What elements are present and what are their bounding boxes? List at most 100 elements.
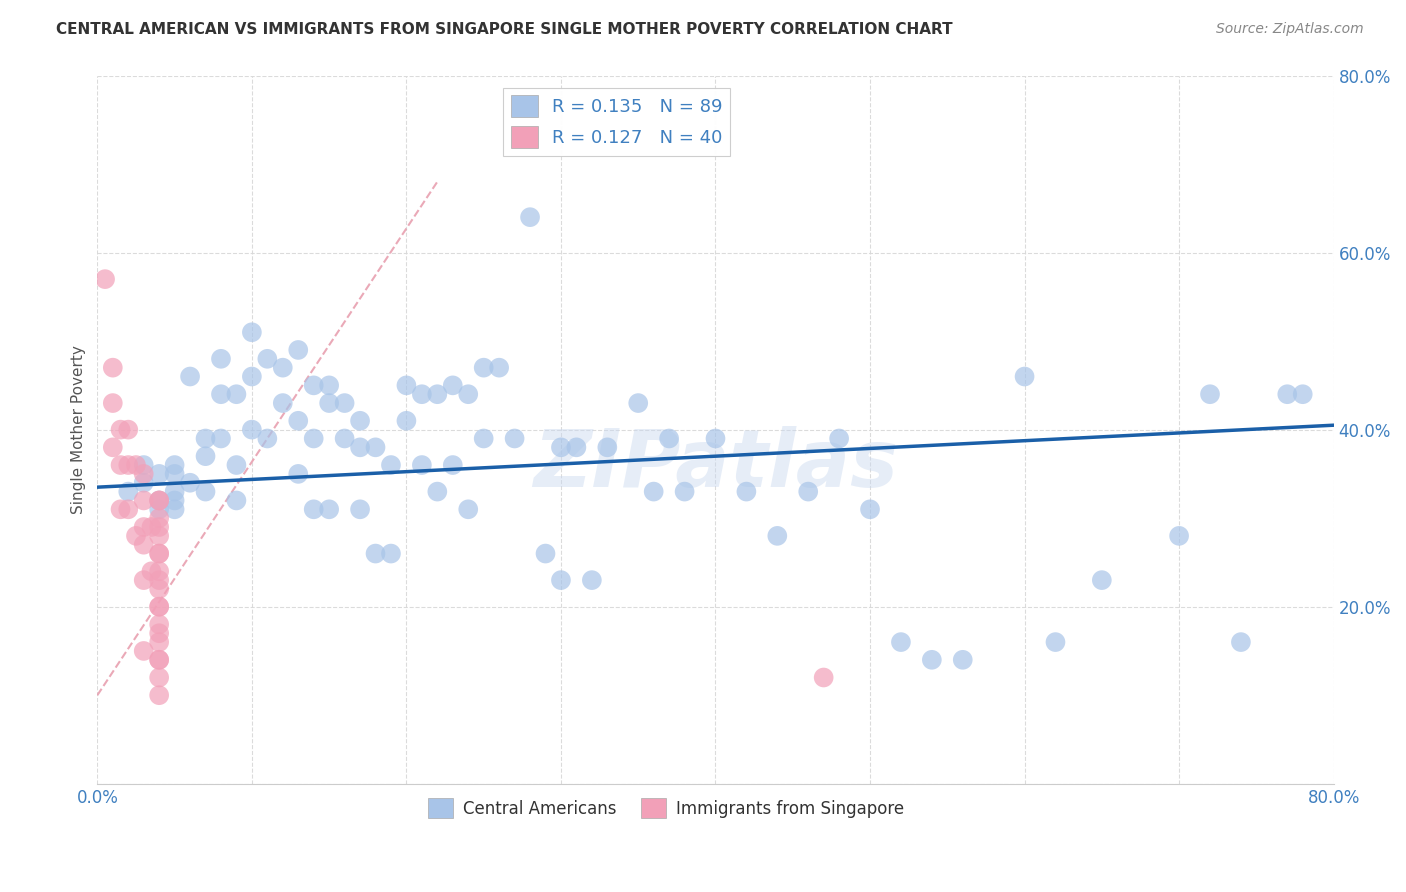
Point [148,529,170,543]
Point [148,564,170,578]
Point [163,502,186,516]
Point [457,502,479,516]
Point [225,387,247,401]
Point [148,493,170,508]
Point [472,432,495,446]
Point [125,529,148,543]
Point [441,458,464,472]
Point [117,484,139,499]
Point [132,520,155,534]
Point [256,432,278,446]
Point [333,432,356,446]
Point [952,653,974,667]
Point [349,414,371,428]
Point [581,573,603,587]
Point [110,458,132,472]
Point [488,360,510,375]
Point [411,387,433,401]
Point [110,502,132,516]
Point [1168,529,1191,543]
Y-axis label: Single Mother Poverty: Single Mother Poverty [72,345,86,514]
Point [94,272,117,286]
Point [380,547,402,561]
Point [349,440,371,454]
Point [132,538,155,552]
Point [240,325,263,339]
Point [194,484,217,499]
Point [302,502,325,516]
Point [132,493,155,508]
Point [565,440,588,454]
Point [148,688,170,702]
Point [395,378,418,392]
Point [148,653,170,667]
Point [117,502,139,516]
Point [704,432,727,446]
Point [163,467,186,481]
Point [318,502,340,516]
Point [380,458,402,472]
Point [1292,387,1315,401]
Point [921,653,943,667]
Point [225,458,247,472]
Point [179,369,201,384]
Point [550,573,572,587]
Point [148,547,170,561]
Point [828,432,851,446]
Point [318,396,340,410]
Legend: Central Americans, Immigrants from Singapore: Central Americans, Immigrants from Singa… [420,791,911,825]
Point [101,360,124,375]
Point [890,635,912,649]
Point [333,396,356,410]
Point [1091,573,1114,587]
Point [271,396,294,410]
Point [148,467,170,481]
Point [658,432,681,446]
Point [1045,635,1067,649]
Point [287,414,309,428]
Point [550,440,572,454]
Point [395,414,418,428]
Point [472,360,495,375]
Point [132,467,155,481]
Point [503,432,526,446]
Point [426,387,449,401]
Point [194,432,217,446]
Point [148,502,170,516]
Point [735,484,758,499]
Point [209,351,232,366]
Point [110,423,132,437]
Point [101,396,124,410]
Point [534,547,557,561]
Point [141,564,163,578]
Point [163,458,186,472]
Point [148,493,170,508]
Point [302,432,325,446]
Point [1230,635,1253,649]
Point [797,484,820,499]
Point [148,626,170,640]
Point [240,423,263,437]
Point [349,502,371,516]
Point [148,617,170,632]
Text: ZIPatlas: ZIPatlas [533,426,898,504]
Point [101,440,124,454]
Point [148,582,170,596]
Point [271,360,294,375]
Point [209,432,232,446]
Point [163,484,186,499]
Point [148,599,170,614]
Point [457,387,479,401]
Point [287,467,309,481]
Point [148,520,170,534]
Point [1014,369,1036,384]
Point [596,440,619,454]
Point [132,458,155,472]
Point [225,493,247,508]
Point [411,458,433,472]
Point [148,653,170,667]
Point [240,369,263,384]
Point [132,475,155,490]
Point [318,378,340,392]
Point [209,387,232,401]
